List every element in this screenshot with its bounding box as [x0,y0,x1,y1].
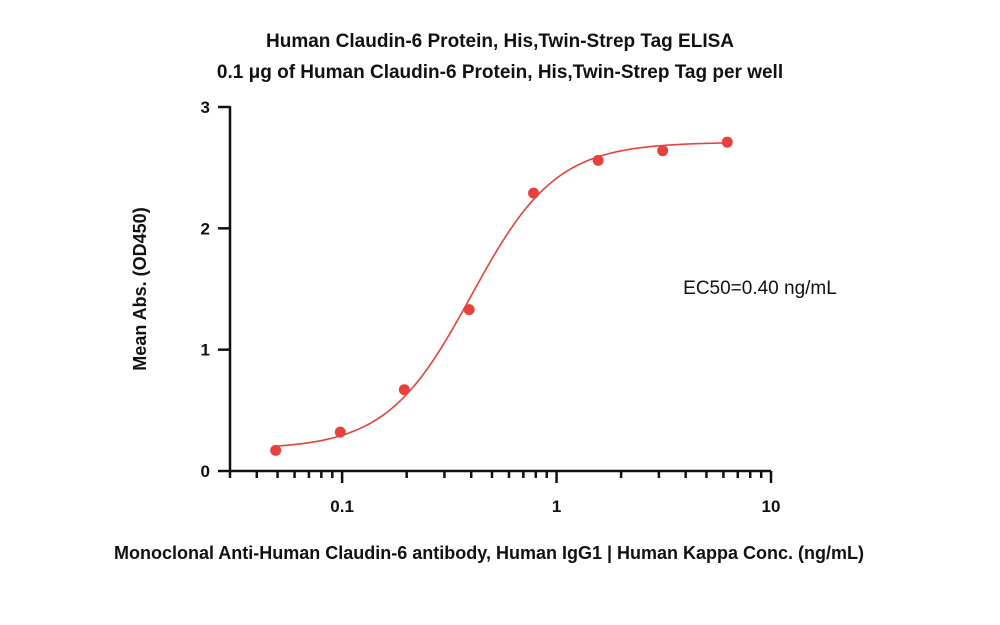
data-point [657,145,669,157]
ec50-annotation: EC50=0.40 ng/mL [683,278,837,299]
chart-title: Human Claudin-6 Protein, His,Twin-Strep … [266,31,734,52]
x-tick-label: 10 [762,497,781,516]
x-ticks: 0.1 1 10 [228,471,781,516]
data-point [528,187,540,199]
y-tick-label: 0 [201,462,210,481]
x-axis-title: Monoclonal Anti-Human Claudin-6 antibody… [114,543,864,563]
data-point [463,304,475,316]
y-ticks: 0 1 2 3 [201,98,230,481]
chart-subtitle: 0.1 μg of Human Claudin-6 Protein, His,T… [216,62,784,83]
data-point [334,426,346,438]
data-point [592,154,604,166]
data-point [721,136,733,148]
data-points [270,136,733,456]
data-point [398,384,410,396]
x-tick-label: 0.1 [330,497,354,516]
y-tick-label: 3 [201,98,210,117]
y-axis-title: Mean Abs. (OD450) [130,207,150,370]
fit-curve [275,142,728,447]
data-point [270,444,282,456]
x-tick-label: 1 [552,497,561,516]
y-tick-label: 1 [201,341,210,360]
y-tick-label: 2 [201,219,210,238]
